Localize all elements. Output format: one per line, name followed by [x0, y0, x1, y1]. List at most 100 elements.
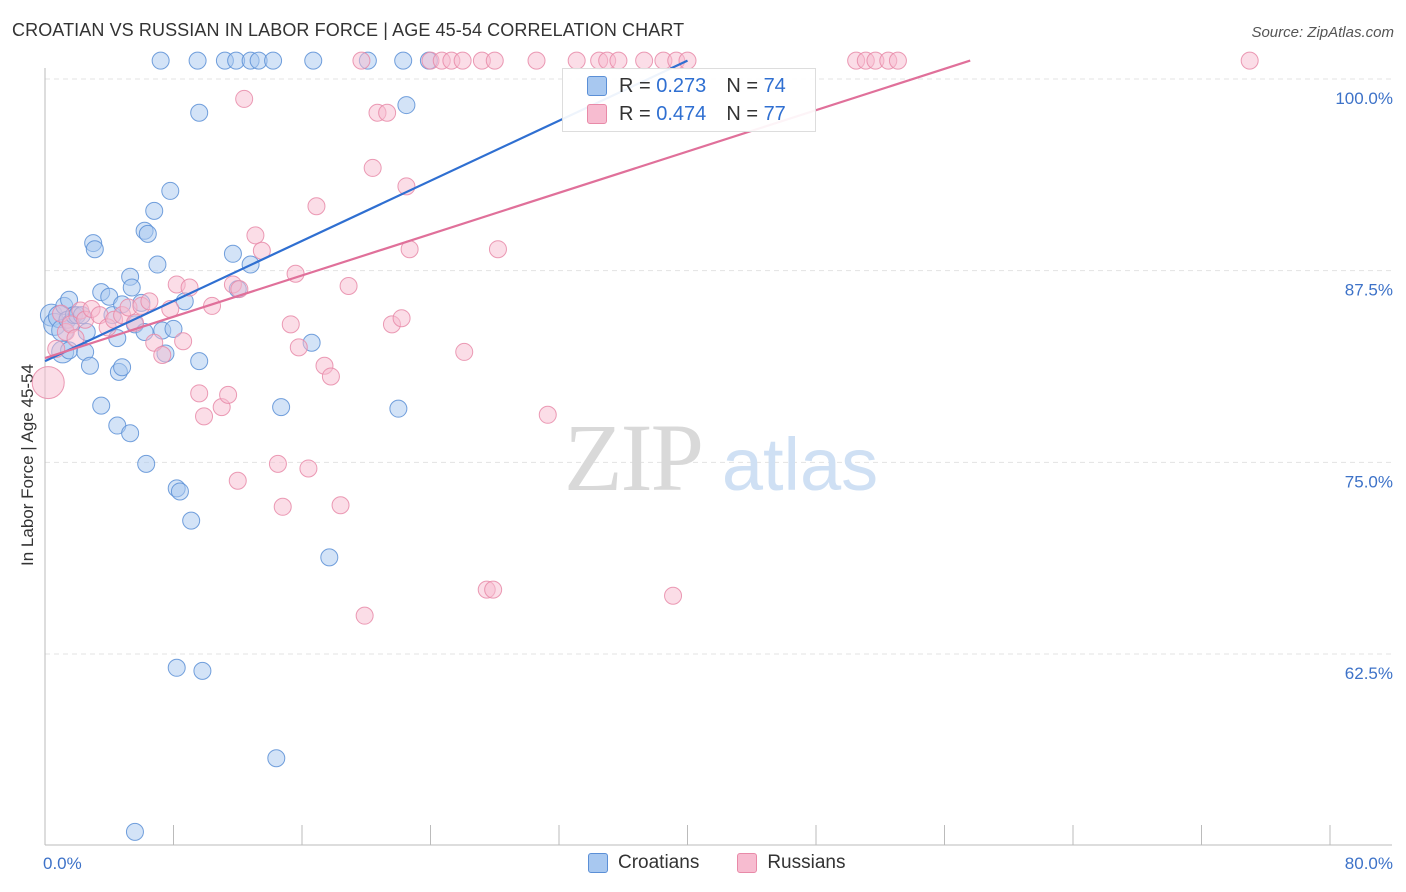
- croatians-legend-swatch: [588, 853, 608, 873]
- russian-point: [485, 51, 504, 70]
- russians-swatch: [587, 104, 607, 124]
- russian-point: [355, 606, 374, 625]
- russians-points: [31, 51, 1259, 625]
- russian-point: [363, 158, 382, 177]
- croatian-point: [264, 51, 283, 70]
- russian-point: [307, 197, 326, 216]
- croatian-point: [161, 181, 180, 200]
- croatian-point: [80, 356, 99, 375]
- y-tick-label: 100.0%: [1335, 89, 1393, 108]
- russian-point: [453, 51, 472, 70]
- y-tick-label: 75.0%: [1345, 472, 1393, 491]
- grid-lines: [45, 78, 1392, 655]
- stats-legend: R = 0.273 N = 74 R = 0.474 N = 77: [562, 68, 816, 132]
- croatian-point: [92, 396, 111, 415]
- croatians-legend-label: Croatians: [618, 852, 700, 873]
- croatian-point: [389, 399, 408, 418]
- russian-point: [635, 51, 654, 70]
- legend-item-russians[interactable]: Russians: [737, 852, 845, 874]
- croatian-point: [188, 51, 207, 70]
- russian-point: [455, 342, 474, 361]
- croatian-point: [164, 319, 183, 338]
- y-tick-label: 62.5%: [1345, 664, 1393, 683]
- croatian-point: [304, 51, 323, 70]
- russian-point: [339, 277, 358, 295]
- croatian-point: [320, 548, 339, 567]
- russian-point: [281, 315, 300, 334]
- croatian-point: [125, 822, 144, 841]
- croatian-point: [267, 749, 286, 768]
- legend-row-croatians: R = 0.273 N = 74: [587, 72, 786, 100]
- croatians-swatch: [587, 76, 607, 96]
- russian-point: [378, 103, 397, 122]
- russians-legend-swatch: [737, 853, 758, 873]
- n-label: N =: [726, 74, 758, 97]
- watermark-atlas: atlas: [722, 423, 878, 506]
- russian-point: [527, 51, 546, 70]
- russian-point: [1240, 51, 1259, 70]
- n-value: 77: [763, 102, 786, 125]
- r-value: 0.474: [656, 102, 707, 125]
- russian-point: [268, 454, 287, 473]
- russian-point: [246, 226, 265, 245]
- axes: [44, 68, 1392, 846]
- russian-point: [203, 296, 222, 315]
- croatian-point: [145, 201, 164, 220]
- x-tick-label-right: 80.0%: [1345, 854, 1393, 873]
- russian-point: [331, 496, 350, 515]
- russian-point: [888, 51, 907, 70]
- russian-point: [609, 51, 628, 70]
- series-legend: Croatians Russians: [588, 852, 883, 874]
- source-label: Source: ZipAtlas.com: [1251, 24, 1394, 41]
- tick-labels: 62.5% 75.0% 87.5% 100.0% 0.0% 80.0%: [43, 89, 1393, 873]
- russian-point: [299, 459, 318, 478]
- russian-point: [219, 385, 238, 404]
- croatian-point: [167, 658, 186, 677]
- trend-lines: [44, 59, 971, 363]
- r-label: R =: [619, 102, 651, 125]
- russian-point: [392, 309, 411, 328]
- croatian-point: [223, 244, 242, 263]
- croatian-point: [193, 661, 212, 680]
- r-label: R =: [619, 74, 651, 97]
- chart-title: CROATIAN VS RUSSIAN IN LABOR FORCE | AGE…: [12, 20, 685, 40]
- croatian-point: [138, 224, 157, 243]
- croatian-point: [85, 240, 104, 259]
- russian-point: [174, 332, 193, 351]
- croatian-point: [151, 51, 170, 70]
- croatian-point: [122, 278, 141, 297]
- russian-point: [488, 240, 507, 259]
- russians-trend-line: [44, 59, 971, 360]
- croatian-point: [272, 398, 291, 417]
- croatian-point: [397, 96, 416, 115]
- russian-point: [289, 338, 308, 357]
- croatian-point: [190, 103, 209, 122]
- n-value: 74: [763, 74, 786, 97]
- croatian-point: [170, 482, 189, 501]
- russian-point: [195, 407, 214, 426]
- croatian-point: [137, 454, 156, 473]
- russian-point: [228, 471, 247, 490]
- croatian-point: [182, 511, 201, 530]
- croatian-point: [121, 424, 140, 443]
- russian-point: [153, 346, 172, 364]
- russian-point: [31, 366, 65, 400]
- russian-point: [567, 51, 586, 70]
- watermark-zip: ZIP: [564, 404, 702, 511]
- croatian-point: [148, 255, 167, 274]
- russian-point: [352, 51, 371, 70]
- legend-row-russians: R = 0.474 N = 77: [587, 100, 786, 128]
- croatian-point: [190, 352, 209, 371]
- russian-point: [664, 586, 683, 605]
- russian-point: [538, 405, 557, 424]
- x-tick-label-left: 0.0%: [43, 854, 82, 873]
- russian-point: [484, 580, 503, 599]
- n-label: N =: [726, 102, 758, 125]
- russian-point: [190, 384, 209, 403]
- russian-point: [321, 367, 340, 386]
- russians-legend-label: Russians: [767, 852, 846, 873]
- legend-item-croatians[interactable]: Croatians: [588, 852, 699, 874]
- russian-point: [273, 497, 292, 516]
- russian-point: [140, 292, 159, 311]
